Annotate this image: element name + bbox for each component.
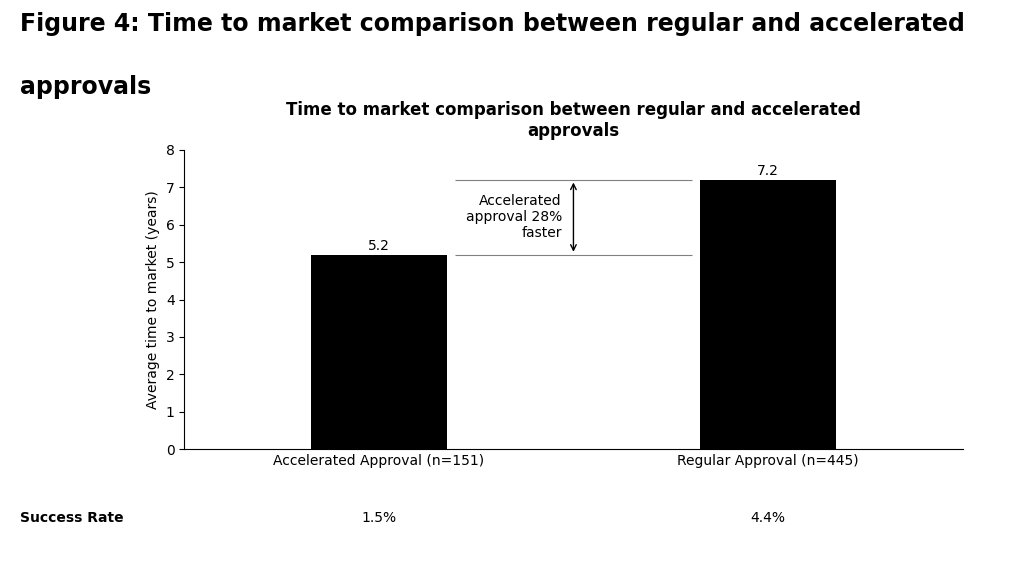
Text: 7.2: 7.2	[757, 164, 779, 178]
Text: 1.5%: 1.5%	[361, 511, 396, 525]
Bar	[311, 255, 446, 449]
Text: 4.4%: 4.4%	[751, 511, 785, 525]
Bar	[700, 180, 836, 449]
Text: Accelerated
approval 28%
faster: Accelerated approval 28% faster	[466, 194, 562, 240]
Title: Time to market comparison between regular and accelerated
approvals: Time to market comparison between regula…	[286, 101, 861, 140]
Text: Figure 4: Time to market comparison between regular and accelerated: Figure 4: Time to market comparison betw…	[20, 12, 966, 36]
Y-axis label: Average time to market (years): Average time to market (years)	[146, 190, 160, 409]
Text: 5.2: 5.2	[368, 238, 390, 253]
Text: approvals: approvals	[20, 75, 152, 99]
Text: Success Rate: Success Rate	[20, 511, 124, 525]
